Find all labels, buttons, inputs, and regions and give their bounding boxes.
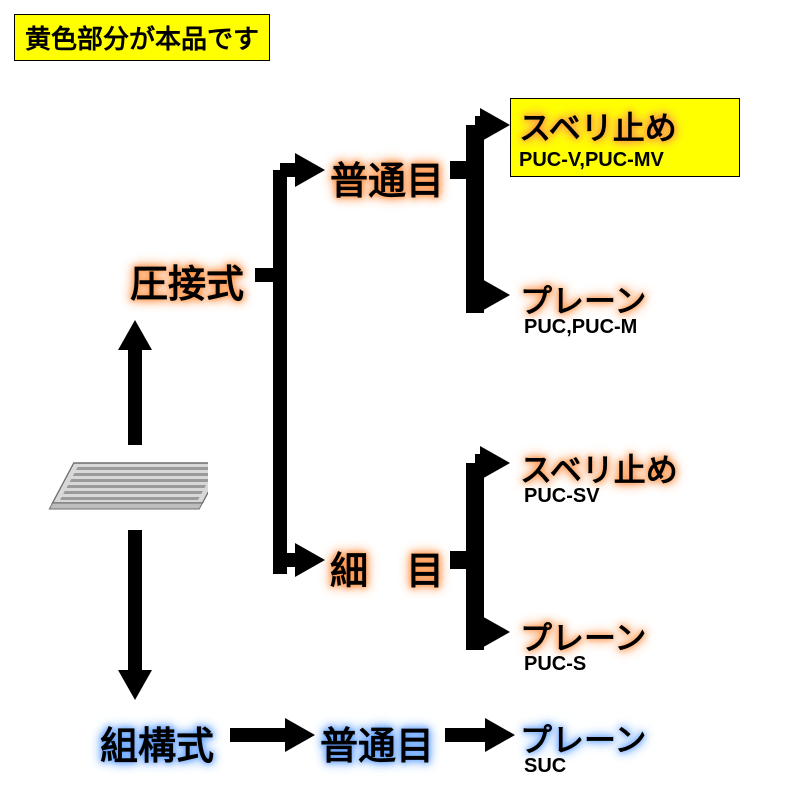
node-futsume2: 普通目 [320, 715, 434, 770]
node-assetsu: 圧接式 [130, 253, 244, 308]
node-saime: 細 目 [330, 540, 444, 595]
highlighted-product-box: スベリ止め PUC-V,PUC-MV [510, 98, 740, 177]
code-puc-puc-m: PUC,PUC-M [524, 316, 637, 339]
highlighted-product-code: PUC-V,PUC-MV [519, 149, 731, 172]
node-sokoshiki: 組構式 [100, 715, 214, 770]
code-puc-s: PUC-S [524, 653, 586, 676]
legend-banner: 黄色部分が本品です [14, 14, 270, 61]
node-futsume1: 普通目 [330, 150, 444, 205]
grating-image [38, 455, 208, 515]
code-suc: SUC [524, 755, 566, 778]
highlighted-product-title: スベリ止め [519, 103, 731, 149]
code-puc-sv: PUC-SV [524, 485, 600, 508]
